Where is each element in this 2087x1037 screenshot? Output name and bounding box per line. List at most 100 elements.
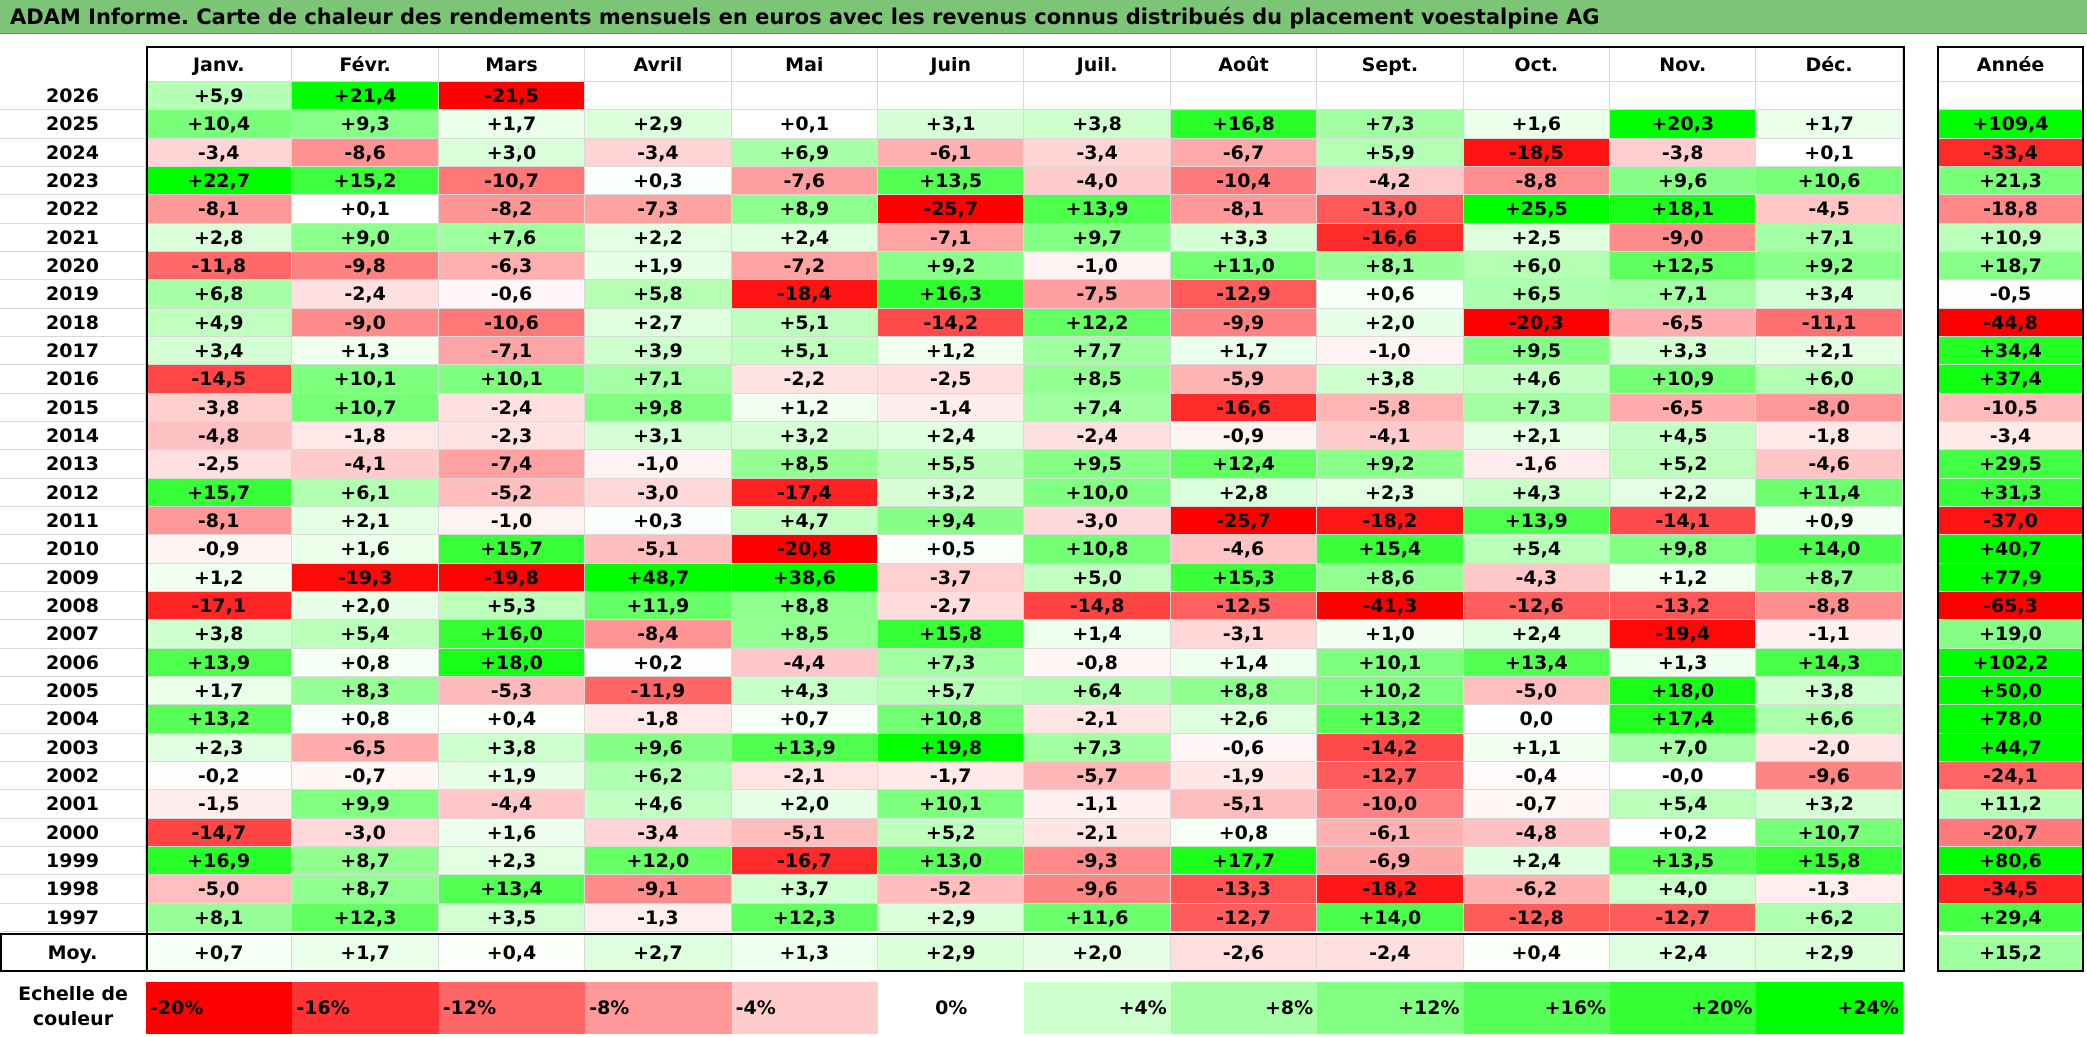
heatmap-cell: -2,4 (292, 280, 439, 309)
heatmap-cell: -14,2 (1317, 733, 1464, 762)
heatmap-cell: -1,8 (1756, 421, 1903, 451)
heatmap-cell: -3,4 (1024, 138, 1171, 167)
heatmap-cell: +18,0 (438, 648, 586, 677)
annual-cell: -37,0 (1938, 506, 2084, 536)
heatmap-cell: +3,1 (585, 421, 732, 451)
heatmap-cell: -4,6 (1170, 535, 1318, 564)
heatmap-cell (878, 82, 1025, 111)
heatmap-cell: +10,8 (878, 705, 1025, 734)
heatmap-cell: +13,4 (438, 875, 586, 904)
heatmap-cell: -4,8 (1463, 818, 1610, 847)
heatmap-cell: +38,6 (731, 563, 878, 592)
heatmap-cell: +3,4 (146, 336, 293, 366)
heatmap-cell: +2,1 (292, 506, 439, 536)
heatmap-cell: -8,2 (438, 195, 586, 224)
heatmap-cell: -16,6 (1170, 393, 1318, 422)
average-cell: +0,7 (146, 935, 293, 971)
heatmap-cell: +13,2 (146, 705, 293, 734)
heatmap-cell: +2,7 (585, 308, 732, 337)
heatmap-cell: -5,2 (878, 875, 1025, 904)
heatmap-cell: +7,1 (1756, 223, 1903, 252)
heatmap-cell: +14,0 (1756, 535, 1903, 564)
heatmap-cell: -5,8 (1317, 393, 1464, 422)
heatmap-cell: +5,5 (878, 450, 1025, 479)
row-year-label: 2017 (0, 336, 146, 366)
heatmap-cell: -1,1 (1756, 620, 1903, 649)
heatmap-cell: -4,3 (1463, 563, 1610, 592)
color-scale-label: Echelle de couleur (18, 983, 128, 1030)
heatmap-cell: +2,0 (1317, 308, 1464, 337)
heatmap-cell: +7,4 (1024, 393, 1171, 422)
heatmap-cell: +12,5 (1610, 251, 1757, 281)
row-year-label: 2022 (0, 195, 146, 224)
heatmap-cell: -6,5 (1610, 393, 1757, 422)
heatmap-cell: +0,1 (292, 195, 439, 224)
heatmap-cell: +8,5 (731, 450, 878, 479)
heatmap-cell: +9,2 (1317, 450, 1464, 479)
heatmap-cell: +8,8 (731, 591, 878, 621)
heatmap-cell: -3,0 (292, 818, 439, 847)
heatmap-cell: +15,7 (438, 535, 586, 564)
heatmap-cell: +3,2 (878, 478, 1025, 507)
color-scale-swatch: +16% (1463, 982, 1610, 1034)
heatmap-cell: +13,9 (146, 648, 293, 677)
row-year-label: 2001 (0, 790, 146, 819)
heatmap-cell: +6,9 (731, 138, 878, 167)
heatmap-cell: +4,7 (731, 506, 878, 536)
heatmap-cell: -16,6 (1317, 223, 1464, 252)
heatmap-cell: -4,1 (292, 450, 439, 479)
heatmap-cell: -6,1 (878, 138, 1025, 167)
heatmap-cell: -9,1 (585, 875, 732, 904)
row-year-label: 2009 (0, 563, 146, 592)
heatmap-cell: +3,8 (1756, 676, 1903, 706)
heatmap-cell: -0,9 (1170, 421, 1318, 451)
heatmap-cell: -12,7 (1170, 903, 1318, 932)
heatmap-cell (1024, 82, 1171, 111)
heatmap-cell: +6,0 (1756, 365, 1903, 394)
month-header: Déc. (1756, 48, 1903, 82)
row-year-label: 2019 (0, 280, 146, 309)
heatmap-cell: -18,5 (1463, 138, 1610, 167)
heatmap-cell: -3,8 (1610, 138, 1757, 167)
heatmap-cell: -2,1 (1024, 705, 1171, 734)
annual-cell: +21,3 (1938, 166, 2084, 196)
heatmap-cell (1610, 82, 1757, 111)
average-cell: -2,4 (1317, 935, 1464, 971)
heatmap-cell: -1,6 (1463, 450, 1610, 479)
heatmap-cell (585, 82, 732, 111)
heatmap-cell: -14,7 (146, 818, 293, 847)
heatmap-cell: -3,0 (1024, 506, 1171, 536)
heatmap-cell: +4,3 (1463, 478, 1610, 507)
heatmap-cell: +7,7 (1024, 336, 1171, 366)
heatmap-cell: +1,6 (292, 535, 439, 564)
heatmap-cell (1756, 82, 1903, 111)
heatmap-cell: -7,1 (438, 336, 586, 366)
heatmap-cell: +16,9 (146, 846, 293, 876)
heatmap-cell: +11,0 (1170, 251, 1318, 281)
heatmap-cell: -13,0 (1317, 195, 1464, 224)
color-scale-swatch: +12% (1317, 982, 1464, 1034)
heatmap-cell: +1,4 (1024, 620, 1171, 649)
heatmap-cell: +7,1 (1610, 280, 1757, 309)
heatmap-cell: +4,3 (731, 676, 878, 706)
heatmap-cell: +0,8 (292, 648, 439, 677)
average-cell: +2,9 (878, 935, 1025, 971)
heatmap-cell: -1,0 (1024, 251, 1171, 281)
row-year-label: 2025 (0, 110, 146, 139)
heatmap-cell: +17,4 (1610, 705, 1757, 734)
heatmap-cell: +8,6 (1317, 563, 1464, 592)
heatmap-cell: -16,7 (731, 846, 878, 876)
row-year-label: 2012 (0, 478, 146, 507)
heatmap-cell: +3,0 (438, 138, 586, 167)
heatmap-cell: -12,7 (1317, 761, 1464, 791)
heatmap-cell: -2,1 (731, 761, 878, 791)
heatmap-cell: -11,9 (585, 676, 732, 706)
average-cell: +1,7 (292, 935, 439, 971)
heatmap-cell: -1,0 (585, 450, 732, 479)
annual-cell: -24,1 (1938, 761, 2084, 791)
heatmap-cell: -9,0 (292, 308, 439, 337)
heatmap-cell: +13,4 (1463, 648, 1610, 677)
heatmap-cell: -7,6 (731, 166, 878, 196)
heatmap-cell: -0,7 (292, 761, 439, 791)
annual-cell: +109,4 (1938, 110, 2084, 139)
